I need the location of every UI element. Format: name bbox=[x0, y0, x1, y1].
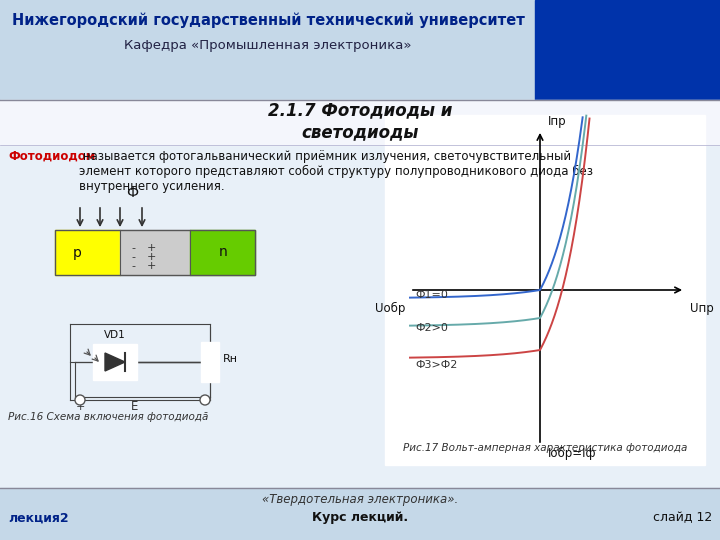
Bar bbox=[0, 488, 720, 540]
Text: Кафедра «Промышленная электроника»: Кафедра «Промышленная электроника» bbox=[125, 39, 412, 52]
Text: называется фотогальванический приёмник излучения, светочувствительный
элемент ко: называется фотогальванический приёмник и… bbox=[79, 150, 593, 193]
Circle shape bbox=[75, 395, 85, 405]
Text: +: + bbox=[146, 261, 156, 271]
Text: Ф2>0: Ф2>0 bbox=[415, 323, 448, 333]
Text: Нижегородский государственный технический университет: Нижегородский государственный технически… bbox=[12, 12, 524, 28]
Text: +: + bbox=[146, 243, 156, 253]
Text: Uобр: Uобр bbox=[374, 302, 405, 315]
Text: n: n bbox=[219, 246, 228, 260]
Text: Ф: Ф bbox=[126, 186, 138, 200]
Text: +: + bbox=[146, 252, 156, 262]
Text: Rн: Rн bbox=[223, 354, 238, 364]
Text: -: - bbox=[131, 261, 135, 271]
Bar bbox=[201, 342, 219, 382]
Text: Рис.16 Схема включения фотодиода: Рис.16 Схема включения фотодиода bbox=[8, 412, 208, 422]
Text: «Твердотельная электроника».: «Твердотельная электроника». bbox=[262, 492, 458, 505]
Bar bbox=[190, 230, 255, 275]
Bar bbox=[385, 115, 705, 465]
Bar bbox=[55, 230, 120, 275]
Text: р: р bbox=[73, 246, 81, 260]
Text: Курс лекций.: Курс лекций. bbox=[312, 511, 408, 524]
Text: -: - bbox=[131, 243, 135, 253]
Text: VD1: VD1 bbox=[104, 330, 126, 340]
Text: светодиоды: светодиоды bbox=[301, 123, 419, 141]
Text: 2.1.7 Фотодиоды и: 2.1.7 Фотодиоды и bbox=[268, 101, 452, 119]
Text: -: - bbox=[203, 407, 207, 417]
Text: Iобр=Iф: Iобр=Iф bbox=[548, 447, 596, 460]
Text: слайд 12: слайд 12 bbox=[653, 511, 712, 524]
Text: -: - bbox=[131, 252, 135, 262]
Text: Ф1=0: Ф1=0 bbox=[415, 290, 448, 300]
Bar bbox=[55, 230, 255, 275]
Text: Uпр: Uпр bbox=[690, 302, 714, 315]
Bar bbox=[0, 100, 720, 145]
Text: +: + bbox=[76, 402, 85, 412]
Bar bbox=[0, 0, 535, 100]
Circle shape bbox=[200, 395, 210, 405]
Text: Ф3>Ф2: Ф3>Ф2 bbox=[415, 360, 457, 370]
Bar bbox=[93, 344, 137, 380]
Text: Фотодиодом: Фотодиодом bbox=[8, 150, 95, 163]
Bar bbox=[535, 0, 720, 100]
Polygon shape bbox=[105, 353, 125, 371]
Text: лекция2: лекция2 bbox=[8, 511, 68, 524]
Bar bbox=[120, 230, 190, 275]
Text: E: E bbox=[131, 400, 139, 413]
Text: Iпр: Iпр bbox=[548, 115, 567, 128]
Text: Рис.17 Вольт-амперная характеристика фотодиода: Рис.17 Вольт-амперная характеристика фот… bbox=[402, 443, 687, 453]
